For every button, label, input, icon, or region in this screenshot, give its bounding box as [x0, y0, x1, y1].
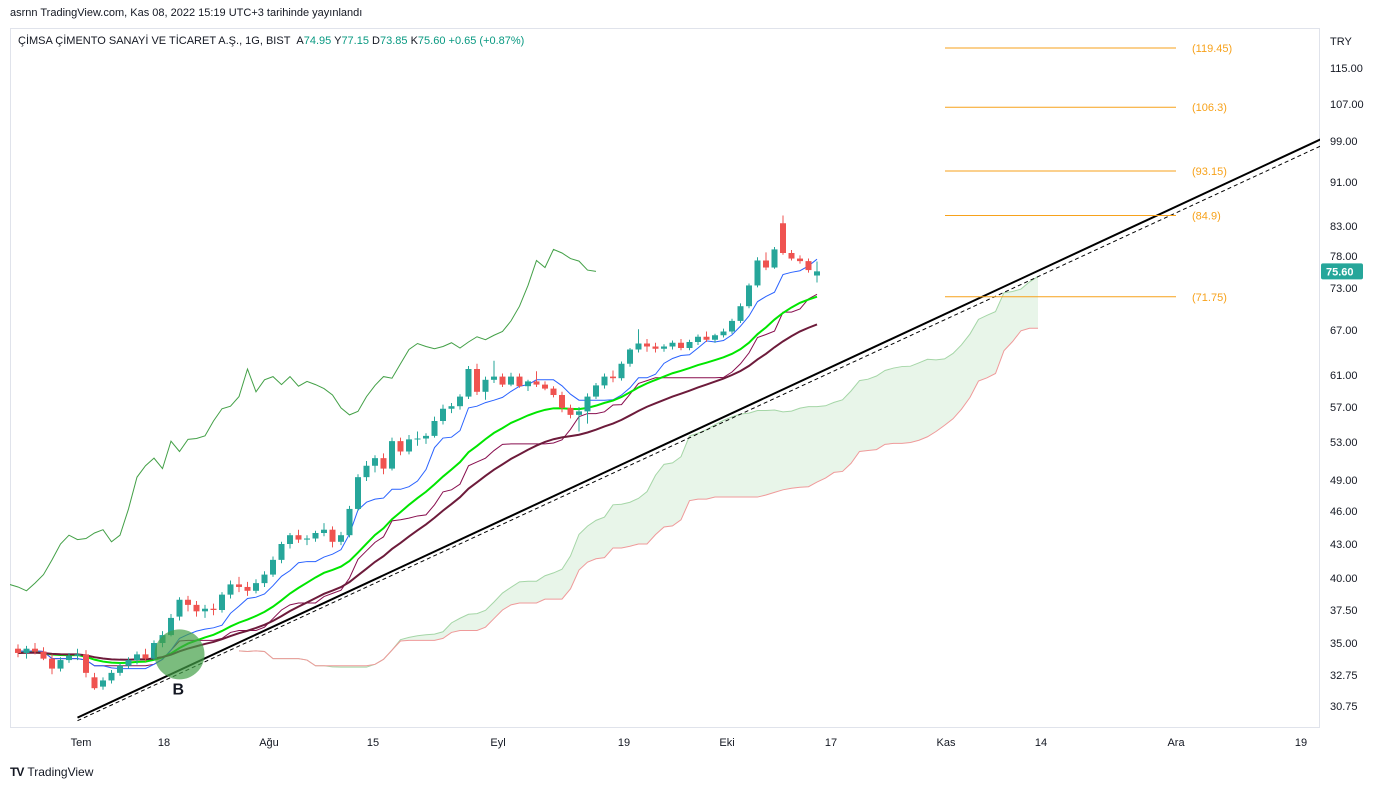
- x-tick-label: Eyl: [490, 737, 505, 749]
- y-tick-label: 40.00: [1330, 573, 1358, 585]
- y-tick-label: 91.00: [1330, 177, 1358, 189]
- y-tick-label: 78.00: [1330, 251, 1358, 263]
- close-label: K: [410, 35, 418, 47]
- open-label: A: [296, 35, 304, 47]
- high-label: Y: [334, 35, 342, 47]
- y-tick-label: 115.00: [1330, 63, 1363, 75]
- y-tick-label: 99.00: [1330, 136, 1358, 148]
- x-tick-label: Eki: [719, 737, 734, 749]
- x-tick-label: Tem: [71, 737, 92, 749]
- y-tick-label: 107.00: [1330, 99, 1364, 111]
- x-tick-label: 14: [1035, 737, 1047, 749]
- x-tick-label: 15: [367, 737, 379, 749]
- change-value: +0.65 (+0.87%): [448, 35, 525, 47]
- y-tick-label: 30.75: [1330, 701, 1358, 713]
- x-tick-label: Ağu: [259, 737, 279, 749]
- low-label: D: [372, 35, 380, 47]
- currency-label: TRY: [1330, 36, 1352, 48]
- y-tick-label: 73.00: [1330, 283, 1358, 295]
- chart-frame[interactable]: [10, 28, 1320, 728]
- publish-caption: asrnn TradingView.com, Kas 08, 2022 15:1…: [10, 7, 363, 19]
- y-tick-label: 83.00: [1330, 221, 1358, 233]
- tradingview-mark-icon: TV: [10, 765, 24, 779]
- chart-legend: ÇİMSA ÇİMENTO SANAYİ VE TİCARET A.Ş., 1G…: [18, 35, 524, 47]
- tradingview-logo[interactable]: TV TradingView: [10, 765, 93, 779]
- y-tick-label: 35.00: [1330, 638, 1358, 650]
- close-value: 75.60: [417, 35, 446, 47]
- y-tick-label: 49.00: [1330, 475, 1358, 487]
- x-tick-label: Kas: [937, 737, 956, 749]
- x-tick-label: Ara: [1167, 737, 1185, 749]
- y-tick-label: 43.00: [1330, 539, 1358, 551]
- high-value: 77.15: [341, 35, 369, 47]
- tradingview-logo-text: TradingView: [27, 765, 94, 779]
- low-value: 73.85: [379, 35, 408, 47]
- y-tick-label: 67.00: [1330, 325, 1358, 337]
- x-tick-label: 19: [1295, 737, 1307, 749]
- y-tick-label: 61.00: [1330, 370, 1358, 382]
- y-tick-label: 53.00: [1330, 437, 1358, 449]
- x-tick-label: 18: [158, 737, 170, 749]
- x-tick-label: 17: [825, 737, 837, 749]
- last-price-label: 75.60: [1326, 266, 1354, 278]
- symbol-name: ÇİMSA ÇİMENTO SANAYİ VE TİCARET A.Ş., 1G…: [18, 35, 291, 47]
- y-tick-label: 57.00: [1330, 402, 1358, 414]
- x-tick-label: 19: [618, 737, 630, 749]
- last-price-badge: [1321, 263, 1363, 280]
- y-tick-label: 37.50: [1330, 605, 1358, 617]
- y-tick-label: 46.00: [1330, 506, 1358, 518]
- open-value: 74.95: [303, 35, 332, 47]
- y-tick-label: 32.75: [1330, 670, 1358, 682]
